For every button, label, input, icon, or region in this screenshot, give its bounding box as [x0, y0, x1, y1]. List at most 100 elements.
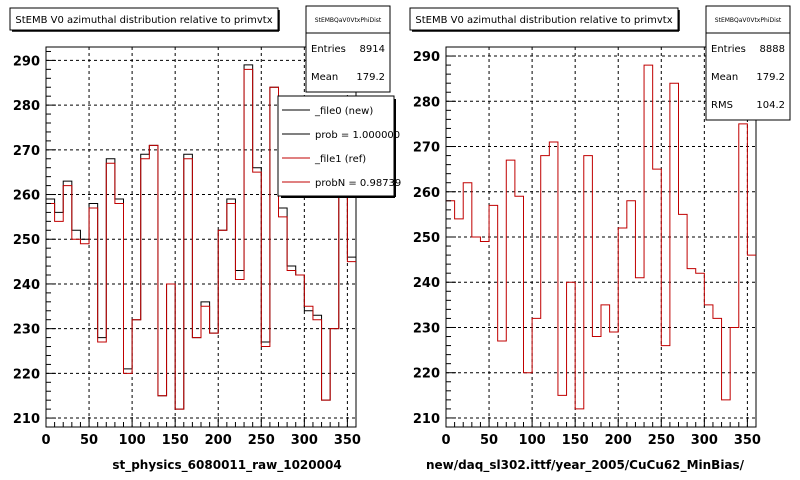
left-bin-file0-new-5 [89, 202, 98, 204]
right-bin-file1-ref-2 [463, 182, 472, 184]
right-y-tick-label: 290 [413, 50, 440, 65]
left-bin-file1-ref-28 [287, 270, 296, 272]
right-bin-file1-ref-24 [653, 168, 662, 170]
left-bin-file1-ref-14 [167, 283, 176, 285]
right-x-axis-title: new/daq_sl302.ittf/year_2005/CuCu62_MinB… [426, 458, 745, 473]
left-bin-file1-ref-17 [192, 337, 201, 339]
right-bin-file1-ref-21 [627, 200, 636, 202]
right-y-tick-label: 250 [413, 231, 440, 246]
left-bin-file0-new-9 [124, 368, 133, 370]
left-stats-name: StEMBQaV0VtxPhiDist [315, 17, 382, 24]
right-x-tick-label: 150 [562, 433, 589, 448]
left-bin-file1-ref-33 [330, 328, 339, 330]
right-series-file1-ref-line [446, 64, 756, 410]
right-x-tick-label: 50 [480, 433, 498, 448]
right-bin-file1-ref-7 [506, 159, 515, 161]
right-bin-file1-ref-25 [661, 345, 670, 347]
right-y-tick-label: 220 [413, 367, 440, 382]
left-bin-file1-ref-23 [244, 68, 253, 70]
right-bin-file1-ref-1 [455, 218, 464, 220]
right-stats-rms-value: 104.2 [756, 100, 785, 111]
right-bin-file1-ref-28 [687, 268, 696, 270]
right-bin-file1-ref-26 [670, 82, 679, 84]
left-bin-file0-new-30 [304, 310, 313, 312]
left-bin-file1-ref-6 [98, 341, 107, 343]
left-bin-file0-new-21 [227, 198, 236, 200]
left-bin-file1-ref-19 [210, 332, 219, 334]
right-bin-file1-ref-8 [515, 195, 524, 197]
right-bin-file1-ref-18 [601, 304, 610, 306]
left-bin-file0-new-16 [184, 153, 193, 155]
right-bin-file1-ref-27 [679, 213, 688, 215]
left-bin-file0-new-35 [347, 256, 356, 258]
left-bin-file1-ref-25 [261, 346, 270, 348]
legend-entry-probn: probN = 0.98739 [315, 178, 401, 189]
right-bin-file1-ref-34 [739, 123, 748, 125]
left-bin-file1-ref-7 [106, 162, 115, 164]
right-y-tick-label: 210 [413, 412, 440, 427]
left-bin-file0-new-25 [261, 341, 270, 343]
right-x-tick-label: 200 [605, 433, 632, 448]
right-histograms [446, 64, 756, 410]
right-bin-file1-ref-10 [532, 317, 541, 319]
left-bin-file1-ref-35 [347, 261, 356, 263]
right-bin-file1-ref-9 [524, 372, 533, 374]
right-bin-file1-ref-17 [592, 336, 601, 338]
left-bin-file0-new-0 [46, 198, 55, 200]
right-stats-mean-value: 179.2 [756, 72, 785, 83]
left-bin-file1-ref-30 [304, 305, 313, 307]
left-bin-file1-ref-4 [80, 243, 89, 245]
right-x-tick-label: 300 [691, 433, 718, 448]
right-stats-rms-label: RMS [711, 100, 733, 111]
left-bin-file1-ref-27 [279, 216, 288, 218]
left-y-tick-label: 290 [13, 54, 40, 69]
left-stats-entries-label: Entries [311, 44, 346, 55]
left-bin-file1-ref-29 [296, 274, 305, 276]
right-x-tick-label: 250 [648, 433, 675, 448]
left-x-axis-title: st_physics_6080011_raw_1020004 [112, 458, 341, 473]
left-bin-file0-new-7 [106, 158, 115, 160]
right-bin-file1-ref-32 [722, 399, 731, 401]
right-bin-file1-ref-3 [472, 236, 481, 238]
left-x-tick-label: 0 [41, 433, 50, 448]
left-bin-file1-ref-12 [149, 144, 158, 146]
left-x-tick-label: 50 [80, 433, 98, 448]
left-histograms [46, 64, 356, 410]
left-y-tick-label: 230 [13, 323, 40, 338]
left-title-box: StEMB V0 azimuthal distribution relative… [9, 7, 280, 32]
left-y-tick-label: 240 [13, 278, 40, 293]
right-y-tick-label: 230 [413, 321, 440, 336]
left-bin-file1-ref-18 [201, 305, 210, 307]
left-histogram-pad: 0 50 100 150 200 250 300 350 210 220 230 240 250 260 2… [9, 5, 401, 473]
left-bin-file0-new-6 [98, 337, 107, 339]
right-x-tick-label: 0 [441, 433, 450, 448]
right-x-tick-label: 100 [519, 433, 546, 448]
left-title-text: StEMB V0 azimuthal distribution relative… [15, 15, 272, 26]
left-bin-file1-ref-2 [63, 185, 72, 187]
right-stats-box: StEMBQaV0VtxPhiDist Entries 8888 Mean 17… [705, 5, 791, 121]
left-bin-file0-new-22 [235, 270, 244, 272]
right-bin-file1-ref-4 [480, 241, 489, 243]
left-bin-file1-ref-26 [270, 86, 279, 88]
right-stats-entries-label: Entries [711, 44, 746, 55]
right-stats-name: StEMBQaV0VtxPhiDist [715, 17, 782, 24]
right-y-tick-label: 240 [413, 276, 440, 291]
left-bin-file1-ref-24 [253, 171, 262, 173]
right-bin-file1-ref-29 [696, 272, 705, 274]
left-y-tick-label: 250 [13, 233, 40, 248]
left-x-tick-label: 100 [119, 433, 146, 448]
right-bin-file1-ref-16 [584, 155, 593, 157]
left-bin-file1-ref-32 [322, 399, 331, 401]
left-bin-file0-new-31 [313, 314, 322, 316]
left-y-tick-label: 210 [13, 412, 40, 427]
left-bin-file0-new-28 [287, 265, 296, 267]
right-bin-file1-ref-22 [635, 277, 644, 279]
left-bin-file0-new-3 [72, 229, 81, 231]
left-legend: _file0 (new) prob = 1.000000 _file1 (ref… [277, 95, 401, 198]
left-bin-file0-new-4 [80, 238, 89, 240]
left-y-tick-label: 260 [13, 189, 40, 204]
right-title-text: StEMB V0 azimuthal distribution relative… [415, 15, 672, 26]
right-bin-file1-ref-20 [618, 227, 627, 229]
right-bin-file1-ref-5 [489, 204, 498, 206]
